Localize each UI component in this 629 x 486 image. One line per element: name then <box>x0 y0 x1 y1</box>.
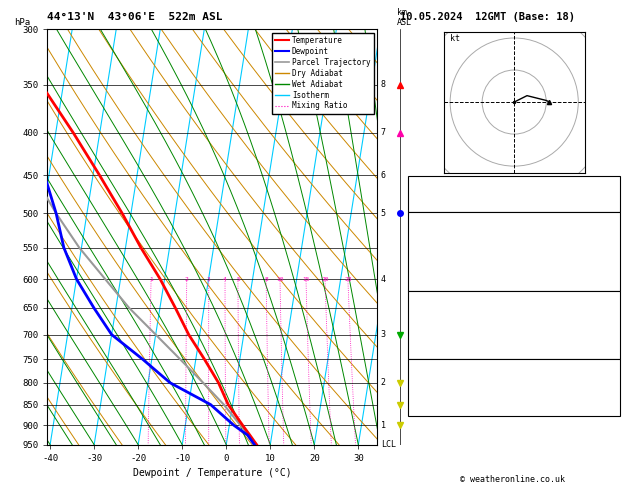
Text: EH: EH <box>411 372 421 381</box>
Text: 40: 40 <box>607 190 617 198</box>
Text: θₑ (K): θₑ (K) <box>411 315 440 324</box>
Text: 1.83: 1.83 <box>598 200 617 209</box>
Text: Pressure (mb): Pressure (mb) <box>411 304 474 313</box>
Text: CIN (J): CIN (J) <box>411 347 445 356</box>
Text: 6: 6 <box>381 171 386 180</box>
Text: 4: 4 <box>612 326 617 334</box>
Text: Hodograph: Hodograph <box>490 362 537 370</box>
Text: 5: 5 <box>236 277 240 281</box>
Text: 8: 8 <box>381 80 386 89</box>
Text: Mixing Ratio (g/kg): Mixing Ratio (g/kg) <box>424 186 433 288</box>
Text: 5: 5 <box>381 209 386 218</box>
Text: 11: 11 <box>607 372 617 381</box>
Text: Most Unstable: Most Unstable <box>479 294 548 302</box>
Text: 1: 1 <box>381 421 386 430</box>
Text: 2: 2 <box>381 378 386 387</box>
Text: Lifted Index: Lifted Index <box>411 326 469 334</box>
Text: Totals Totals: Totals Totals <box>411 190 474 198</box>
Text: SREH: SREH <box>411 383 430 392</box>
Text: hPa: hPa <box>14 18 30 27</box>
Text: Surface: Surface <box>495 215 532 224</box>
Legend: Temperature, Dewpoint, Parcel Trajectory, Dry Adiabat, Wet Adiabat, Isotherm, Mi: Temperature, Dewpoint, Parcel Trajectory… <box>272 33 374 114</box>
Text: 300: 300 <box>603 247 617 256</box>
Text: StmSpd (kt): StmSpd (kt) <box>411 404 464 413</box>
Text: StmDir: StmDir <box>411 394 440 402</box>
Text: 20: 20 <box>321 277 329 281</box>
Text: Dewp (°C): Dewp (°C) <box>411 236 455 245</box>
Text: 1: 1 <box>149 277 153 281</box>
Text: Temp (°C): Temp (°C) <box>411 226 455 234</box>
Text: 8: 8 <box>264 277 268 281</box>
Text: Lifted Index: Lifted Index <box>411 258 469 266</box>
Text: 10: 10 <box>607 258 617 266</box>
Text: 7: 7 <box>381 128 386 138</box>
Text: 3: 3 <box>381 330 386 339</box>
Text: 6.9: 6.9 <box>603 226 617 234</box>
Text: © weatheronline.co.uk: © weatheronline.co.uk <box>460 474 565 484</box>
Text: 4: 4 <box>223 277 227 281</box>
X-axis label: Dewpoint / Temperature (°C): Dewpoint / Temperature (°C) <box>133 469 292 478</box>
Text: CIN (J): CIN (J) <box>411 279 445 288</box>
Text: CAPE (J): CAPE (J) <box>411 336 450 345</box>
Text: 307: 307 <box>603 315 617 324</box>
Text: 20: 20 <box>607 179 617 188</box>
Text: CAPE (J): CAPE (J) <box>411 268 450 277</box>
Text: 3: 3 <box>207 277 211 281</box>
Text: LCL: LCL <box>381 440 396 449</box>
Text: 10.05.2024  12GMT (Base: 18): 10.05.2024 12GMT (Base: 18) <box>400 12 575 22</box>
Text: K: K <box>411 179 416 188</box>
Text: 0: 0 <box>612 336 617 345</box>
Text: 101: 101 <box>603 383 617 392</box>
Text: 700: 700 <box>603 304 617 313</box>
Text: 28: 28 <box>344 277 352 281</box>
Text: 17: 17 <box>607 404 617 413</box>
Text: kt: kt <box>450 34 460 43</box>
Text: θₑ(K): θₑ(K) <box>411 247 435 256</box>
Text: 10: 10 <box>276 277 284 281</box>
Text: 0: 0 <box>612 279 617 288</box>
Text: 290°: 290° <box>598 394 617 402</box>
Text: 44°13'N  43°06'E  522m ASL: 44°13'N 43°06'E 522m ASL <box>47 12 223 22</box>
Text: 6.4: 6.4 <box>603 236 617 245</box>
Text: 0: 0 <box>612 347 617 356</box>
Text: km
ASL: km ASL <box>398 8 412 27</box>
Text: PW (cm): PW (cm) <box>411 200 445 209</box>
Text: 10: 10 <box>607 268 617 277</box>
Text: 4: 4 <box>381 275 386 283</box>
Text: 2: 2 <box>185 277 189 281</box>
Text: 15: 15 <box>302 277 309 281</box>
